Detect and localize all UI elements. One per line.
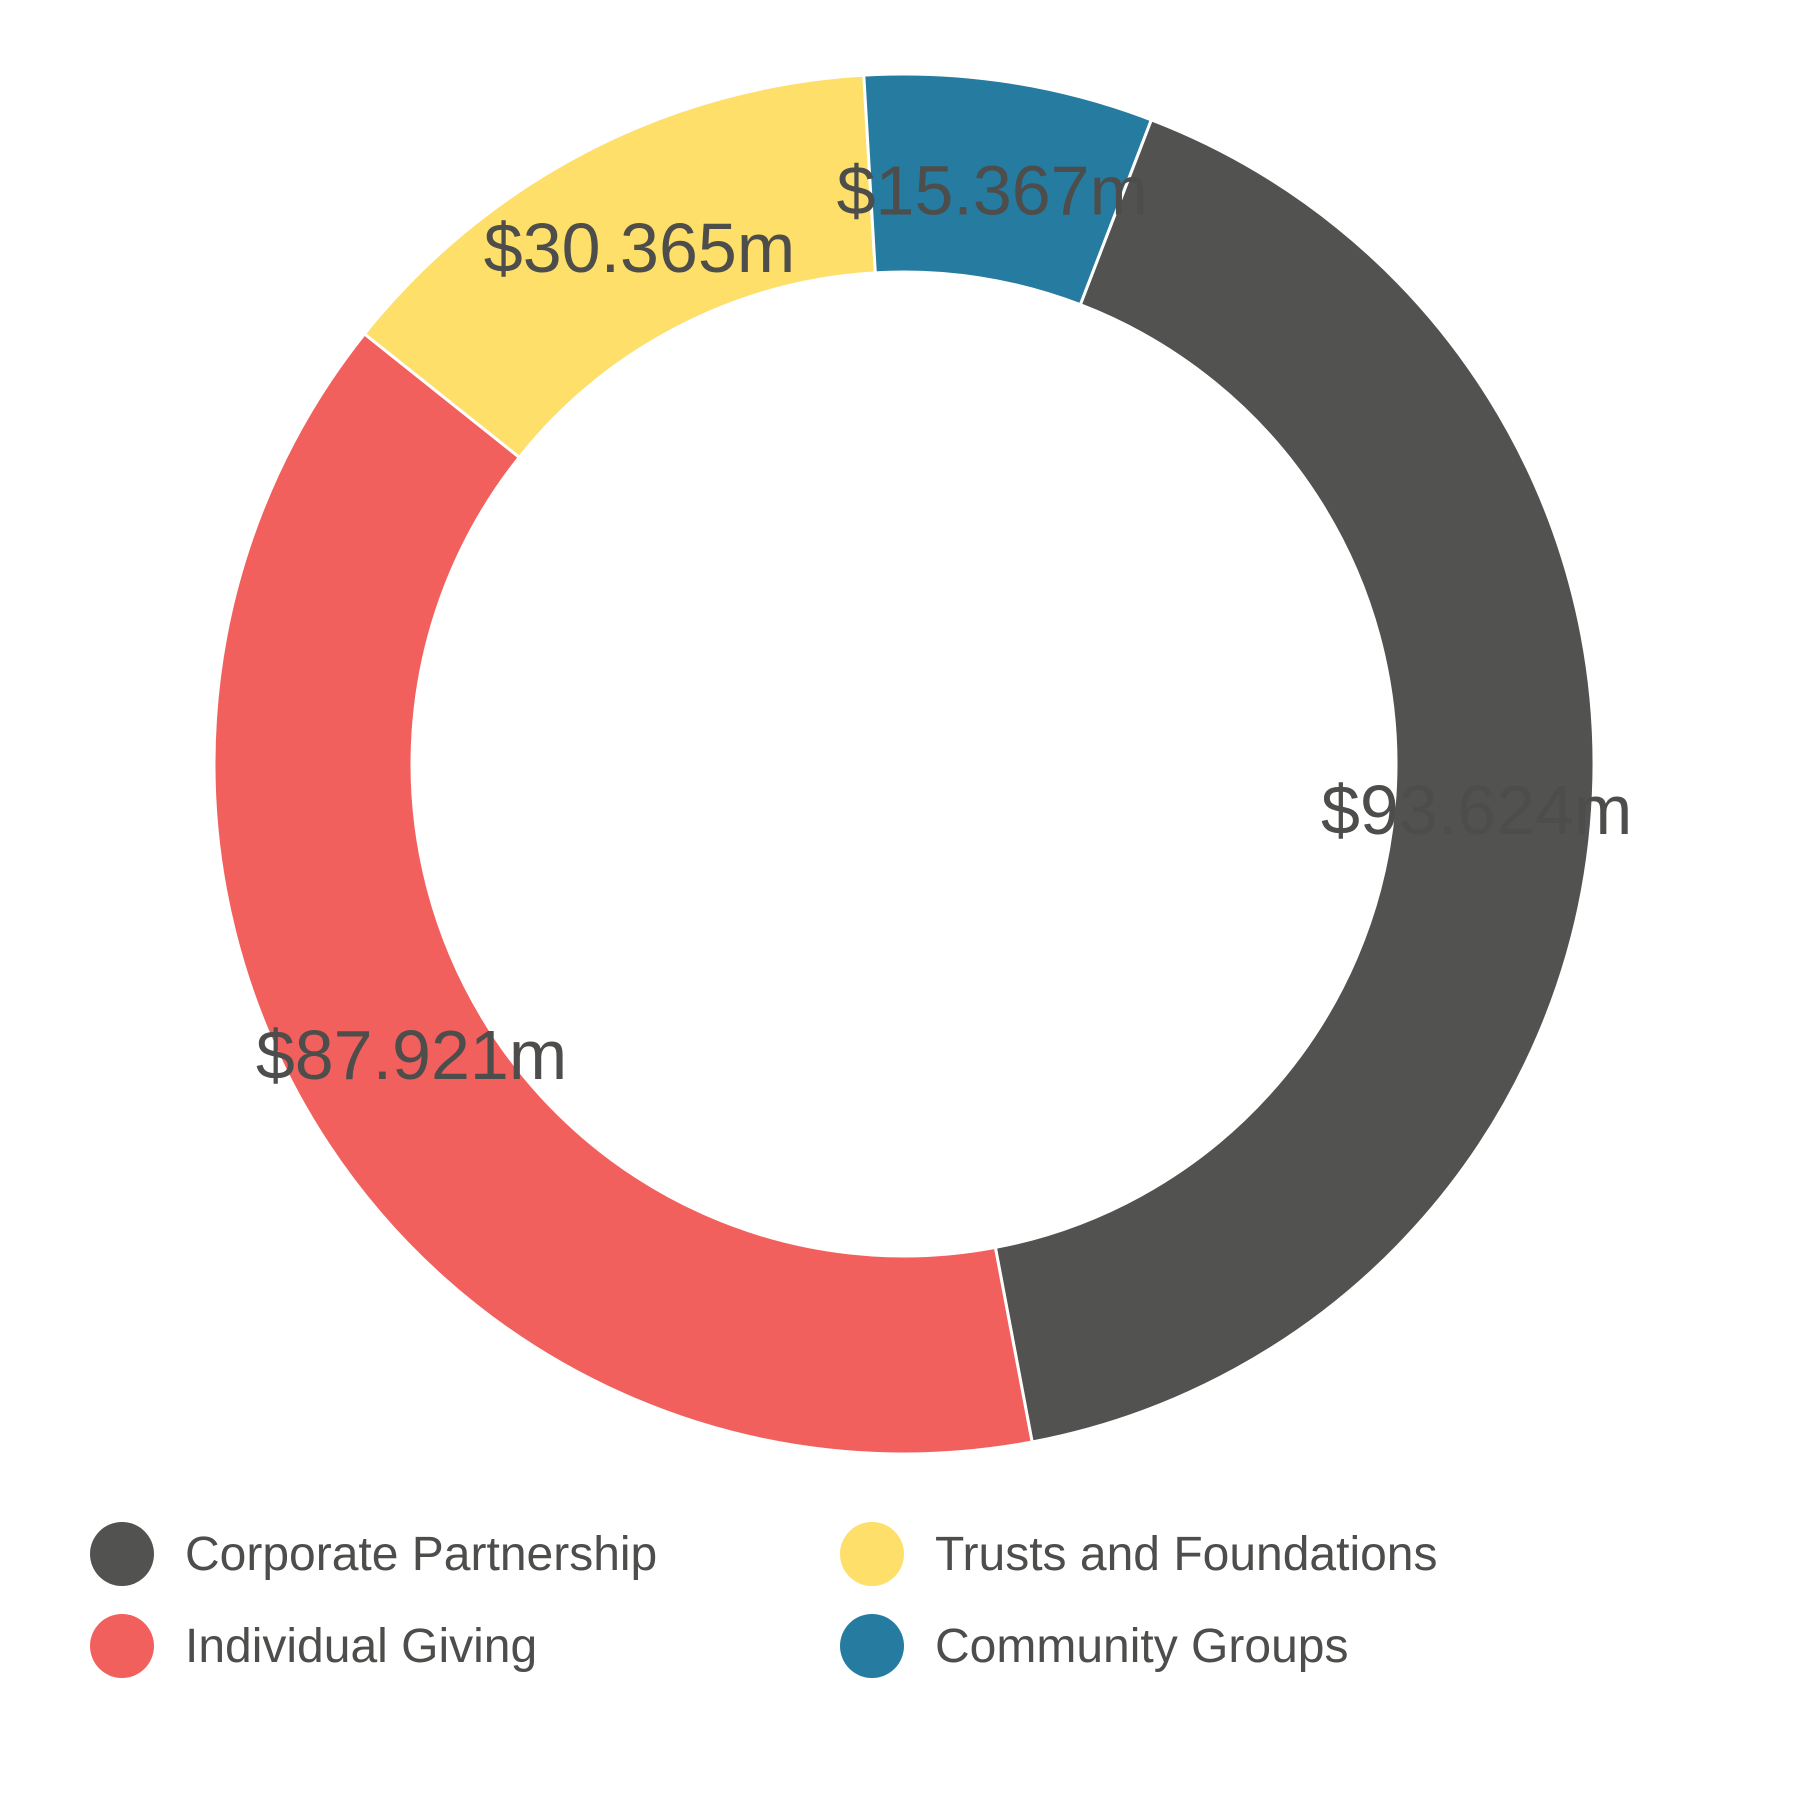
slice-labels: $93.624m $87.921m $30.365m $15.367m <box>256 151 1633 1094</box>
legend-swatch <box>840 1614 904 1678</box>
legend: Corporate Partnership Trusts and Foundat… <box>90 1522 1570 1678</box>
slice-label-individual-giving: $87.921m <box>256 1016 567 1094</box>
legend-label: Corporate Partnership <box>185 1527 658 1581</box>
legend-item-corporate-partnership: Corporate Partnership <box>90 1522 840 1586</box>
legend-label: Trusts and Foundations <box>935 1527 1438 1581</box>
slice-individual-giving <box>212 331 1034 1456</box>
legend-item-trusts-and-foundations: Trusts and Foundations <box>840 1522 1570 1586</box>
donut-slices <box>212 72 1596 1456</box>
legend-item-individual-giving: Individual Giving <box>90 1614 840 1678</box>
slice-label-corporate-partnership: $93.624m <box>1321 771 1632 849</box>
slice-label-trusts-and-foundations: $30.365m <box>484 209 795 287</box>
legend-item-community-groups: Community Groups <box>840 1614 1570 1678</box>
legend-swatch <box>90 1614 154 1678</box>
legend-swatch <box>840 1522 904 1586</box>
legend-swatch <box>90 1522 154 1586</box>
legend-label: Individual Giving <box>185 1619 538 1673</box>
slice-label-community-groups: $15.367m <box>837 151 1148 229</box>
slice-corporate-partnership <box>993 117 1596 1444</box>
legend-label: Community Groups <box>935 1619 1349 1673</box>
slice-community-groups <box>862 72 1154 307</box>
